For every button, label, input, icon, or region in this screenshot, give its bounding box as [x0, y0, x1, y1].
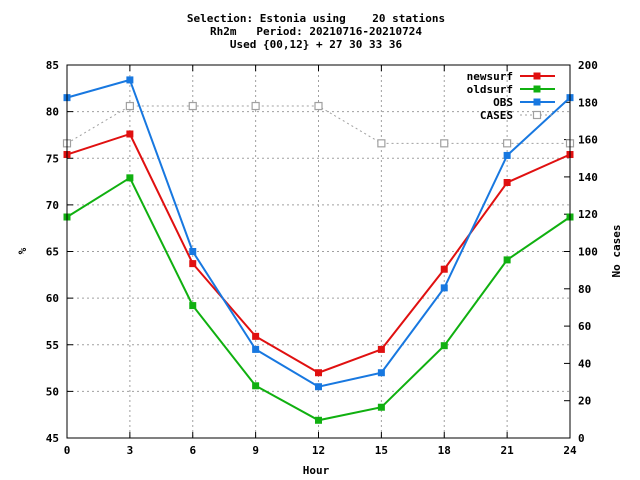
data-point-newsurf: [503, 178, 511, 186]
data-point-newsurf: [315, 369, 322, 377]
y2-tick-label: 140: [578, 171, 598, 184]
data-point-newsurf: [126, 130, 134, 138]
data-point-obs: [377, 369, 385, 377]
ticks: 0 3 6 9 12 15 18 21 24 45 50 55 60 65 70 75 80 85 0 20 40 60 8…: [46, 59, 598, 457]
data-point-cases: [251, 101, 260, 111]
legend-label-obs: OBS: [493, 96, 513, 109]
data-point-obs: [315, 383, 322, 391]
data-point-obs: [440, 284, 448, 292]
data-point-cases: [188, 101, 197, 111]
data-point-oldsurf: [252, 382, 260, 390]
data-point-oldsurf: [189, 302, 197, 310]
y2-tick-label: 20: [578, 395, 591, 408]
x-tick-label: 3: [127, 444, 134, 457]
legend-marker-newsurf: [533, 72, 541, 80]
data-point-oldsurf: [503, 256, 511, 264]
y2-tick-label: 120: [578, 208, 598, 221]
data-point-newsurf: [440, 265, 448, 273]
x-tick-label: 24: [563, 444, 577, 457]
y-tick-label: 45: [46, 432, 59, 445]
legend-marker-oldsurf: [533, 85, 541, 93]
y2-tick-label: 180: [578, 96, 598, 109]
x-tick-label: 18: [438, 444, 451, 457]
y-tick-label: 50: [46, 385, 59, 398]
y2-tick-label: 200: [578, 59, 598, 72]
y-tick-label: 65: [46, 246, 59, 259]
y-tick-label: 85: [46, 59, 59, 72]
data-point-cases: [125, 101, 134, 111]
y2-tick-label: 40: [578, 357, 591, 370]
legend-label-cases: CASES: [480, 109, 513, 122]
data-point-oldsurf: [377, 403, 385, 411]
y-tick-label: 60: [46, 292, 59, 305]
y2-tick-label: 160: [578, 134, 598, 147]
data-point-newsurf: [252, 332, 260, 340]
data-point-obs: [126, 76, 134, 84]
data-point-newsurf: [189, 260, 197, 268]
data-point-cases: [440, 139, 449, 148]
data-point-oldsurf: [315, 416, 322, 424]
data-point-oldsurf: [126, 174, 134, 182]
y-tick-label: 80: [46, 106, 59, 119]
data-point-cases: [314, 101, 323, 111]
y2-tick-label: 80: [578, 283, 591, 296]
legend-marker-obs: [533, 98, 541, 106]
x-tick-label: 0: [64, 444, 71, 457]
title-line-3: Used {00,12} + 27 30 33 36: [230, 38, 403, 51]
x-tick-label: 21: [501, 444, 515, 457]
legend-label-newsurf: newsurf: [467, 70, 513, 83]
y-axis-label: %: [16, 247, 29, 254]
data-point-obs: [189, 248, 197, 255]
y2-axis-label: No cases: [610, 225, 623, 278]
y2-tick-label: 60: [578, 320, 591, 333]
title-line-1: Selection: Estonia using 20 stations: [187, 12, 445, 25]
title-line-2: Rh2m Period: 20210716-20210724: [210, 25, 422, 38]
x-tick-label: 15: [375, 444, 388, 457]
legend-marker-cases: [532, 110, 542, 120]
data-point-oldsurf: [440, 342, 448, 350]
y-tick-label: 70: [46, 199, 59, 212]
plot-frame: [66, 64, 571, 439]
x-tick-label: 9: [252, 444, 259, 457]
series-layer: [62, 76, 575, 424]
data-point-cases: [503, 139, 512, 148]
data-point-obs: [252, 345, 260, 353]
y-tick-label: 75: [46, 152, 59, 165]
x-axis-label: Hour: [303, 464, 330, 477]
data-point-obs: [503, 151, 511, 159]
y-tick-label: 55: [46, 339, 59, 352]
x-tick-label: 6: [189, 444, 196, 457]
x-tick-label: 12: [312, 444, 325, 457]
data-point-newsurf: [377, 345, 385, 353]
legend-label-oldsurf: oldsurf: [467, 83, 513, 96]
y2-tick-label: 100: [578, 246, 598, 259]
y2-tick-label: 0: [578, 432, 585, 445]
data-point-cases: [377, 139, 386, 148]
